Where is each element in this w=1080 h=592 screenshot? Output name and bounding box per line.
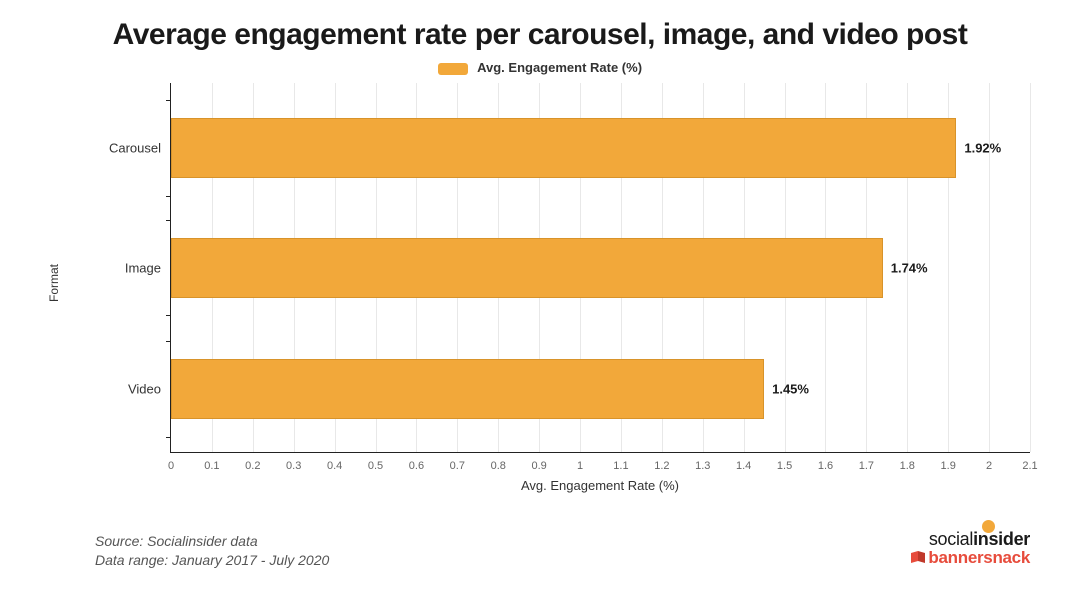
x-tick: 2 [986,460,992,472]
x-tick: 1.1 [613,460,628,472]
y-tick-mark [166,100,171,101]
x-tick: 1.2 [654,460,669,472]
socialinsider-logo: socialinsider [910,523,1030,550]
footer-source: Source: Socialinsider data [95,532,329,551]
bannersnack-icon [910,550,926,564]
chart-title: Average engagement rate per carousel, im… [30,18,1050,52]
bannersnack-text: bannersnack [928,548,1030,567]
x-tick: 2.1 [1022,460,1037,472]
legend: Avg. Engagement Rate (%) [30,60,1050,75]
x-tick: 1.6 [818,460,833,472]
x-tick: 0.9 [531,460,546,472]
chart-area: Format 00.10.20.30.40.50.60.70.80.911.11… [90,83,1030,483]
x-tick: 1.8 [900,460,915,472]
x-tick: 0.4 [327,460,342,472]
bar-value-label: 1.92% [964,140,1001,155]
socialinsider-text-bold: insider [973,529,1030,549]
logos: socialinsider bannersnack [910,523,1030,568]
y-axis-label: Format [47,264,61,302]
legend-swatch [438,63,468,75]
category-label: Video [128,382,161,397]
x-tick: 1.7 [859,460,874,472]
category-label: Carousel [109,140,161,155]
y-tick-mark [166,437,171,438]
chart-container: Average engagement rate per carousel, im… [0,0,1080,592]
x-tick: 1.4 [736,460,751,472]
y-tick-mark [166,341,171,342]
category-label: Image [125,260,161,275]
x-tick: 0 [168,460,174,472]
socialinsider-text-light: social [929,529,973,549]
legend-label: Avg. Engagement Rate (%) [477,60,642,75]
x-tick: 1.3 [695,460,710,472]
socialinsider-dot-icon [982,520,995,533]
bar-row: 1.45% [171,359,1030,419]
bar-row: 1.92% [171,118,1030,178]
bar-value-label: 1.45% [772,382,809,397]
footer-range: Data range: January 2017 - July 2020 [95,551,329,570]
x-tick: 0.1 [204,460,219,472]
gridline [1030,83,1031,452]
x-tick: 0.3 [286,460,301,472]
bar [171,359,764,419]
plot-area: 00.10.20.30.40.50.60.70.80.911.11.21.31.… [170,83,1030,453]
x-tick: 0.2 [245,460,260,472]
x-tick: 0.8 [491,460,506,472]
y-tick-mark [166,315,171,316]
bar-row: 1.74% [171,238,1030,298]
bar [171,238,883,298]
x-axis-label: Avg. Engagement Rate (%) [170,478,1030,493]
bar [171,118,956,178]
x-tick: 1.5 [777,460,792,472]
bar-value-label: 1.74% [891,260,928,275]
y-tick-mark [166,196,171,197]
x-tick: 1 [577,460,583,472]
x-tick: 0.7 [450,460,465,472]
footer: Source: Socialinsider data Data range: J… [95,532,329,570]
x-tick: 1.9 [941,460,956,472]
bannersnack-logo: bannersnack [910,548,1030,568]
y-tick-mark [166,220,171,221]
x-tick: 0.5 [368,460,383,472]
x-tick: 0.6 [409,460,424,472]
